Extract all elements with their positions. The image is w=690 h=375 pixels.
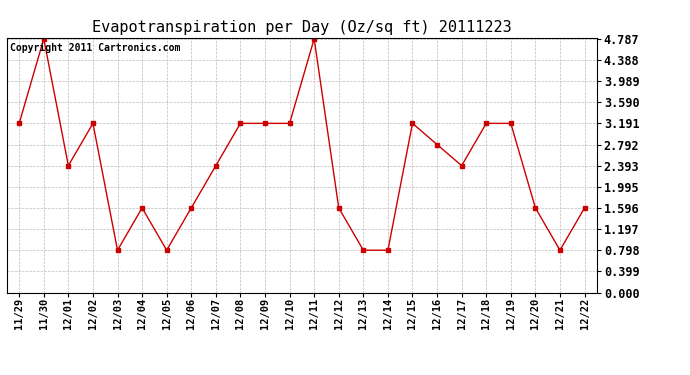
Text: Copyright 2011 Cartronics.com: Copyright 2011 Cartronics.com: [10, 43, 180, 52]
Title: Evapotranspiration per Day (Oz/sq ft) 20111223: Evapotranspiration per Day (Oz/sq ft) 20…: [92, 20, 512, 35]
